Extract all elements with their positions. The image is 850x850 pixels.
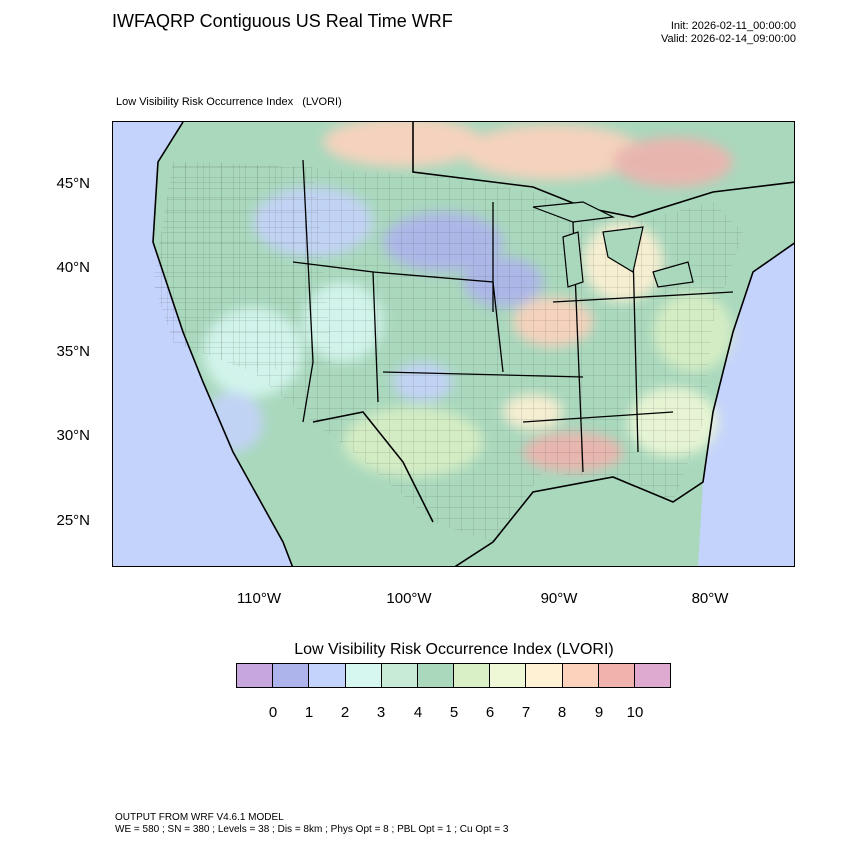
init-time: Init: 2026-02-11_00:00:00 xyxy=(670,20,796,32)
colorbar-label: 2 xyxy=(340,704,350,721)
lat-label: 35°N xyxy=(56,343,90,360)
colorbar-swatch xyxy=(381,664,418,687)
colorbar-swatch xyxy=(237,664,274,687)
colorbar-label: 4 xyxy=(413,704,423,721)
colorbar-label: 9 xyxy=(594,704,604,721)
lon-label: 100°W xyxy=(386,590,432,607)
footer-model: OUTPUT FROM WRF V4.6.1 MODEL xyxy=(115,812,284,823)
lon-label: 110°W xyxy=(236,590,282,607)
colorbar-swatch xyxy=(273,664,310,687)
pacific-ocean xyxy=(113,122,293,566)
footer-settings: WE = 580 ; SN = 380 ; Levels = 38 ; Dis … xyxy=(115,824,509,835)
colorbar-label: 0 xyxy=(268,704,278,721)
colorbar-swatch xyxy=(562,664,599,687)
colorbar-label: 8 xyxy=(557,704,567,721)
map-image xyxy=(113,122,794,566)
colorbar-swatch xyxy=(345,664,382,687)
lon-label: 80°W xyxy=(691,590,729,607)
colorbar-swatch xyxy=(526,664,563,687)
lat-label: 40°N xyxy=(56,259,90,276)
page-title: IWFAQRP Contiguous US Real Time WRF xyxy=(112,11,453,31)
west-county-grid xyxy=(153,162,333,372)
colorbar-label: 3 xyxy=(376,704,386,721)
colorbar-label: 5 xyxy=(449,704,459,721)
map-panel xyxy=(112,121,795,567)
colorbar-swatch xyxy=(309,664,346,687)
lat-label: 25°N xyxy=(56,512,90,529)
colorbar-label: 1 xyxy=(304,704,314,721)
colorbar xyxy=(236,663,671,688)
colorbar-swatch xyxy=(417,664,455,687)
colorbar-swatch xyxy=(598,664,635,687)
lat-label: 30°N xyxy=(56,427,90,444)
valid-time: Valid: 2026-02-14_09:00:00 xyxy=(661,33,796,45)
colorbar-swatch xyxy=(454,664,491,687)
colorbar-label: 10 xyxy=(626,704,644,721)
colorbar-label: 7 xyxy=(521,704,531,721)
lat-label: 45°N xyxy=(56,175,90,192)
lon-label: 90°W xyxy=(540,590,578,607)
field-subtitle: Low Visibility Risk Occurrence Index (LV… xyxy=(116,96,342,108)
atlantic-ocean xyxy=(698,243,794,566)
colorbar-swatch xyxy=(634,664,671,687)
colorbar-title: Low Visibility Risk Occurrence Index (LV… xyxy=(294,641,614,658)
colorbar-label: 6 xyxy=(485,704,495,721)
colorbar-swatch xyxy=(490,664,527,687)
